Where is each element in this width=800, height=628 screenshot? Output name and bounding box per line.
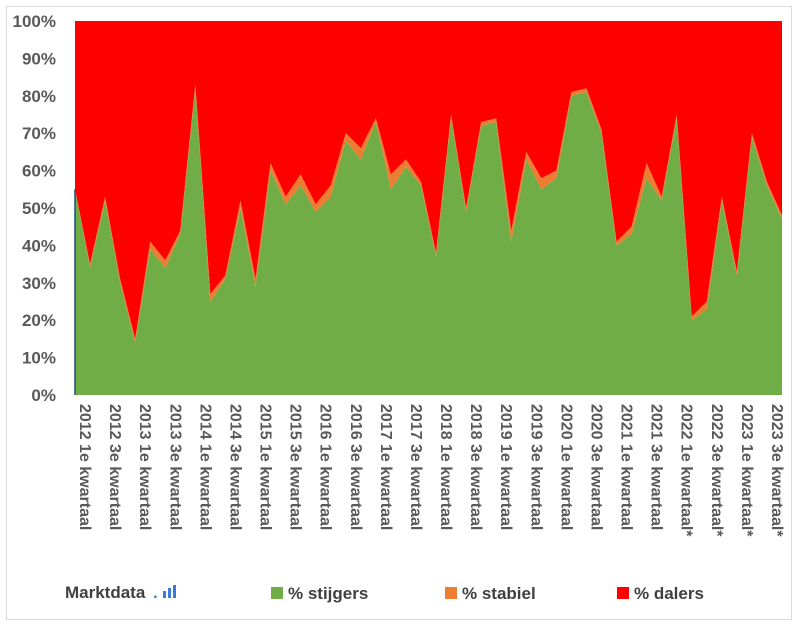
brand-logo: Marktdata .	[65, 583, 176, 602]
x-tick-label: 2022 3e kwartaal*	[708, 404, 725, 537]
series-area-0	[75, 88, 782, 395]
x-tick-label: 2012 1e kwartaal	[76, 404, 93, 530]
y-tick-label: 30%	[22, 274, 56, 293]
brand-dot: .	[153, 583, 158, 602]
x-tick-label: 2016 1e kwartaal	[317, 404, 334, 530]
x-tick-label: 2013 3e kwartaal	[166, 404, 183, 530]
x-tick-label: 2020 1e kwartaal	[557, 404, 574, 530]
y-axis: 0% 10% 20% 30% 40% 50% 60% 70% 80% 90% 100%	[13, 12, 56, 405]
x-tick-label: 2012 3e kwartaal	[106, 404, 123, 530]
y-tick-label: 10%	[22, 349, 56, 368]
x-tick-label: 2014 1e kwartaal	[196, 404, 213, 530]
x-tick-label: 2022 1e kwartaal*	[678, 404, 695, 537]
y-tick-label: 50%	[22, 199, 56, 218]
y-tick-label: 90%	[22, 49, 56, 68]
legend-swatch-0	[271, 587, 283, 599]
x-axis: 2012 1e kwartaal 2012 3e kwartaal 2013 1e …	[76, 404, 785, 537]
x-tick-label: 2018 3e kwartaal	[467, 404, 484, 530]
bar-chart-icon	[163, 585, 176, 598]
x-tick-label: 2021 1e kwartaal	[618, 404, 635, 530]
bar-chart-icon-bar	[163, 591, 166, 598]
x-tick-label: 2020 3e kwartaal	[587, 404, 604, 530]
x-tick-label: 2019 1e kwartaal	[497, 404, 514, 530]
series-area-2	[75, 21, 782, 339]
x-tick-label: 2017 1e kwartaal	[377, 404, 394, 530]
x-tick-label: 2013 1e kwartaal	[136, 404, 153, 530]
x-tick-label: 2014 3e kwartaal	[226, 404, 243, 530]
y-tick-label: 60%	[22, 162, 56, 181]
y-tick-label: 80%	[22, 87, 56, 106]
bar-chart-icon-bar	[168, 588, 171, 598]
legend-label-2: % dalers	[634, 584, 704, 603]
legend-label-0: % stijgers	[288, 584, 368, 603]
x-tick-label: 2018 1e kwartaal	[437, 404, 454, 530]
x-tick-label: 2023 1e kwartaal*	[738, 404, 755, 537]
bar-chart-icon-bar	[173, 585, 176, 598]
legend: % stijgers % stabiel % dalers	[271, 584, 704, 603]
x-tick-label: 2023 3e kwartaal*	[768, 404, 785, 537]
y-tick-label: 0%	[31, 386, 56, 405]
x-tick-label: 2019 3e kwartaal	[527, 404, 544, 530]
brand-name: Marktdata	[65, 583, 146, 602]
x-tick-label: 2021 3e kwartaal	[648, 404, 665, 530]
x-tick-label: 2015 3e kwartaal	[287, 404, 304, 530]
y-tick-label: 20%	[22, 311, 56, 330]
legend-swatch-1	[445, 587, 457, 599]
y-tick-label: 40%	[22, 236, 56, 255]
y-tick-label: 70%	[22, 124, 56, 143]
legend-swatch-2	[617, 587, 629, 599]
x-tick-label: 2017 3e kwartaal	[407, 404, 424, 530]
x-tick-label: 2016 3e kwartaal	[347, 404, 364, 530]
x-tick-label: 2015 1e kwartaal	[257, 404, 274, 530]
legend-label-1: % stabiel	[462, 584, 536, 603]
y-tick-label: 100%	[13, 12, 56, 31]
series-areas	[74, 21, 782, 395]
